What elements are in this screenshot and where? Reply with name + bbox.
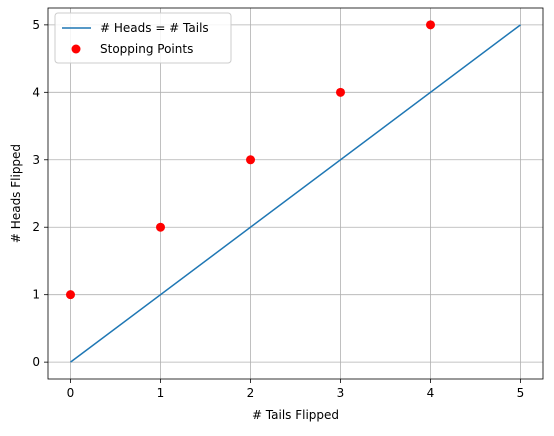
legend-box [54,12,232,64]
stopping-point [426,20,435,30]
x-tick-label: 3 [337,386,345,400]
y-tick-label: 5 [32,18,40,32]
stopping-point [156,222,165,232]
axes [47,7,544,380]
legend-label-line: # Heads = # Tails [100,21,209,35]
stopping-point [66,290,75,300]
x-tick-label: 5 [517,386,525,400]
series-line-heads-equals-tails [70,24,521,363]
x-tick-label: 4 [427,386,435,400]
x-axis-label: # Tails Flipped [252,408,339,422]
y-axis-label: # Heads Flipped [9,144,23,243]
stopping-point [246,155,255,165]
x-tick-label: 1 [157,386,165,400]
y-tick-label: 4 [32,85,40,99]
axes-frame [47,7,544,380]
y-tick-label: 3 [32,153,40,167]
y-tick-label: 1 [32,288,40,302]
legend-marker-swatch [71,44,81,54]
y-tick-label: 2 [32,220,40,234]
y-tick-label: 0 [32,355,40,369]
x-tick-label: 2 [247,386,255,400]
ticks: 0 1 2 3 4 5 0 1 2 3 4 5 [32,18,524,400]
legend: # Heads = # Tails Stopping Points [54,12,232,64]
legend-label-points: Stopping Points [100,42,193,56]
plot-area [66,20,521,363]
stopping-point [336,87,345,97]
x-tick-label: 0 [67,386,75,400]
